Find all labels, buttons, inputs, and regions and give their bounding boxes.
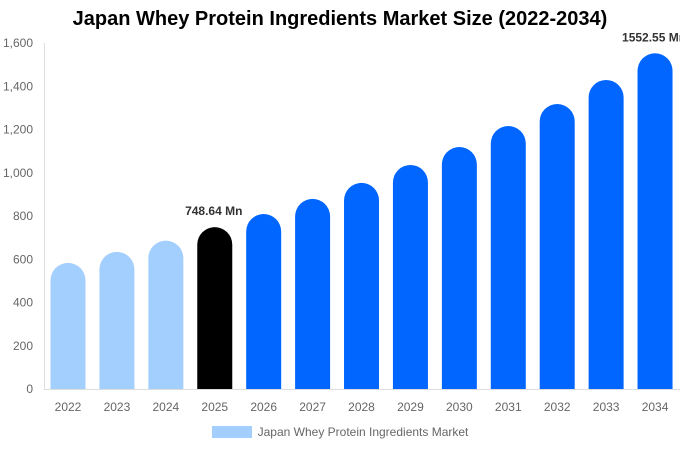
bar-2033: [588, 79, 624, 389]
bar-2034: [637, 53, 673, 389]
x-tick-label: 2034: [642, 400, 669, 414]
legend: Japan Whey Protein Ingredients Market: [0, 425, 680, 439]
x-tick-label: 2024: [152, 400, 179, 414]
legend-label: Japan Whey Protein Ingredients Market: [257, 425, 469, 439]
x-tick-label: 2029: [397, 400, 424, 414]
x-tick-label: 2025: [201, 400, 228, 414]
bar-2031: [490, 126, 526, 389]
x-tick-label: 2028: [348, 400, 375, 414]
y-tick-label: 600: [13, 252, 33, 266]
x-tick-label: 2033: [593, 400, 620, 414]
x-tick-label: 2022: [55, 400, 82, 414]
bar-2025: [197, 227, 233, 389]
y-tick-label: 1,200: [3, 123, 33, 137]
y-tick-label: 0: [26, 382, 33, 396]
y-tick-label: 1,400: [3, 79, 33, 93]
x-tick-label: 2032: [544, 400, 571, 414]
data-label: 748.64 Mn: [185, 204, 242, 218]
bar-2032: [539, 103, 575, 390]
x-tick-label: 2030: [446, 400, 473, 414]
bar-2027: [295, 198, 331, 389]
y-tick-label: 1,600: [3, 36, 33, 50]
x-tick-label: 2031: [495, 400, 522, 414]
chart-title: Japan Whey Protein Ingredients Market Si…: [72, 8, 608, 30]
y-tick-label: 200: [13, 339, 33, 353]
y-tick-label: 400: [13, 296, 33, 310]
bar-2026: [246, 214, 282, 389]
bar-2029: [392, 164, 428, 389]
bar-2024: [148, 240, 184, 389]
x-tick-label: 2026: [250, 400, 277, 414]
legend-swatch: [211, 426, 252, 438]
bar-2022: [50, 262, 86, 389]
data-label: 1552.55 Mn: [622, 30, 680, 44]
bar-2030: [441, 147, 477, 389]
x-tick-label: 2023: [104, 400, 131, 414]
bar-2023: [99, 251, 135, 389]
y-tick-label: 1,000: [3, 166, 33, 180]
y-tick-label: 800: [13, 209, 33, 223]
bar-2028: [344, 182, 380, 389]
x-tick-label: 2027: [299, 400, 326, 414]
